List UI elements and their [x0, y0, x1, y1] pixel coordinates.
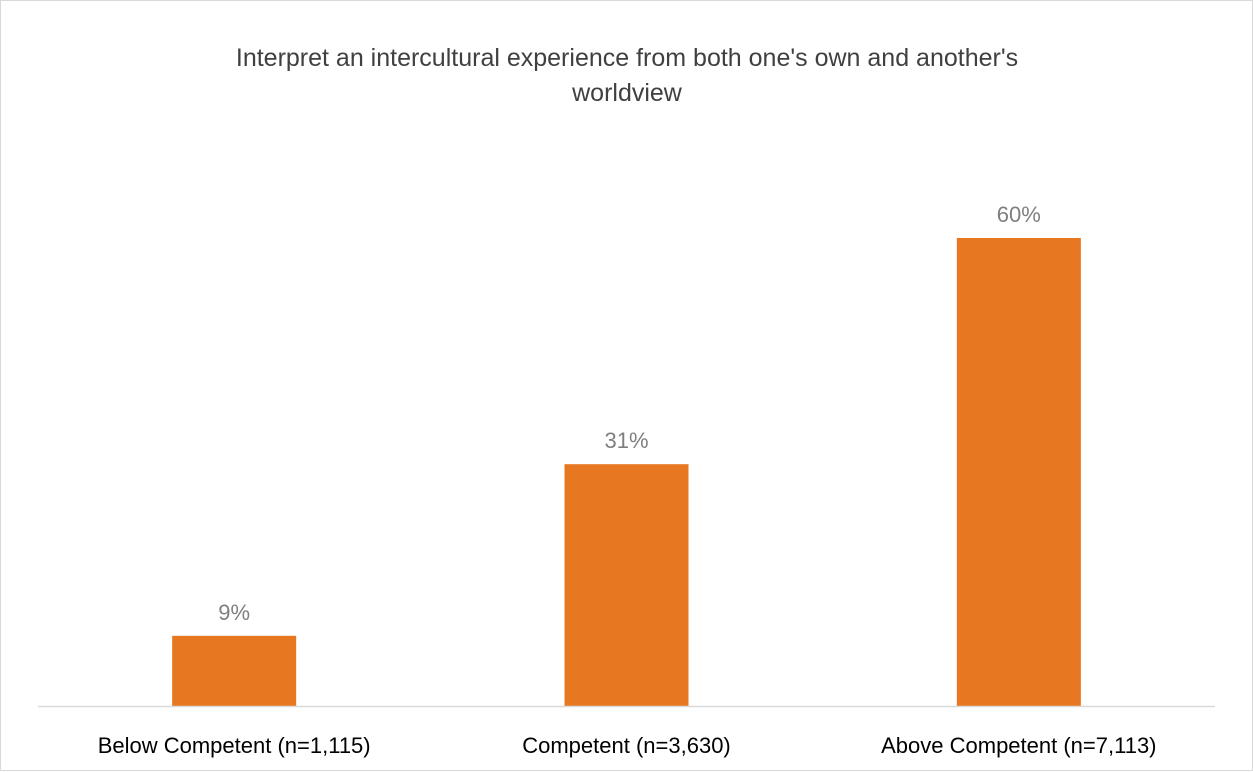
data-label-1: 9%: [218, 600, 250, 625]
category-label-3: Above Competent (n=7,113): [881, 733, 1156, 758]
category-label-1: Below Competent (n=1,115): [98, 733, 371, 758]
category-label-2: Competent (n=3,630): [522, 733, 731, 758]
data-label-3: 60%: [997, 202, 1041, 227]
chart-title: Interpret an intercultural experience fr…: [236, 44, 1018, 107]
data-labels: 9% 31% 60%: [218, 202, 1041, 625]
chart-title-line-2: worldview: [571, 79, 683, 107]
category-labels: Below Competent (n=1,115) Competent (n=3,…: [98, 733, 1157, 758]
bar-1: [172, 635, 297, 706]
chart-title-line-1: Interpret an intercultural experience fr…: [236, 44, 1018, 72]
bar-series: [172, 238, 1081, 706]
bar-2: [564, 464, 689, 706]
data-label-2: 31%: [604, 428, 648, 453]
bar-3: [956, 238, 1081, 706]
